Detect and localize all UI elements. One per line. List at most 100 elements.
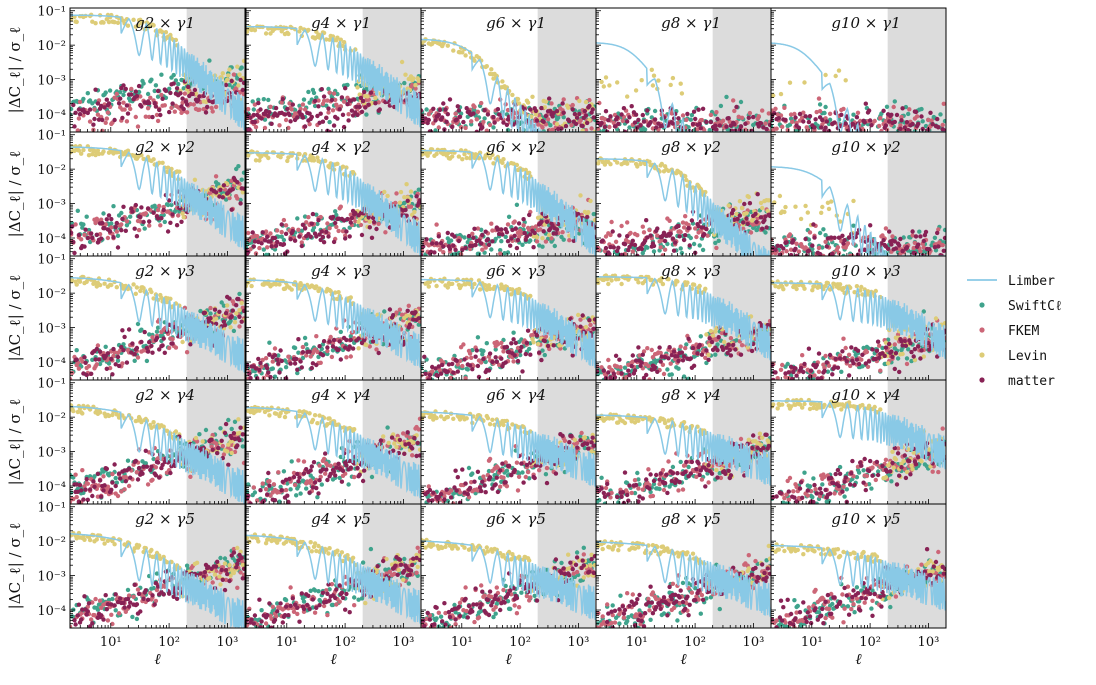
matter-point (942, 249, 946, 253)
levin-point (225, 303, 229, 307)
levin-point (727, 203, 731, 207)
swift-point (506, 250, 510, 254)
levin-point (385, 194, 389, 198)
swift-point (240, 65, 244, 69)
matter-point (105, 367, 109, 371)
matter-point (160, 97, 164, 101)
matter-point (727, 116, 731, 120)
matter-point (746, 222, 750, 226)
levin-point (236, 83, 240, 87)
matter-point (223, 323, 227, 327)
fkem-point (105, 116, 109, 120)
swift-point (763, 230, 767, 234)
matter-point (839, 113, 843, 117)
levin-point (671, 76, 675, 80)
matter-point (309, 235, 313, 239)
fkem-point (774, 127, 778, 131)
swift-point (933, 236, 937, 240)
matter-point (338, 107, 342, 111)
fkem-point (780, 125, 784, 129)
matter-point (531, 245, 535, 249)
matter-point (603, 125, 607, 129)
matter-point (742, 202, 746, 206)
fkem-point (683, 214, 687, 218)
levin-point (566, 106, 570, 110)
matter-point (418, 198, 422, 202)
matter-point (916, 242, 920, 246)
matter-point (772, 111, 776, 115)
swift-point (462, 235, 466, 239)
matter-point (444, 120, 448, 124)
matter-point (274, 244, 278, 248)
levin-point (586, 210, 590, 214)
matter-point (146, 206, 150, 210)
swift-point (146, 92, 150, 96)
levin-point (240, 301, 244, 305)
matter-point (125, 103, 129, 107)
levin-point (101, 20, 105, 24)
fkem-point (667, 219, 671, 223)
matter-point (141, 220, 145, 224)
matter-point (186, 85, 190, 89)
matter-point (88, 107, 92, 111)
matter-point (100, 221, 104, 225)
fkem-point (265, 245, 269, 249)
matter-point (281, 97, 285, 101)
fkem-point (942, 102, 946, 106)
matter-point (151, 210, 155, 214)
matter-point (160, 343, 164, 347)
matter-point (515, 246, 519, 250)
fkem-point (763, 121, 767, 125)
matter-point (129, 92, 133, 96)
swift-point (155, 330, 159, 334)
matter-point (451, 243, 455, 247)
fkem-point (122, 107, 126, 111)
levin-point (126, 24, 130, 28)
fkem-point (170, 337, 174, 341)
matter-point (114, 225, 118, 229)
matter-point (291, 229, 295, 233)
levin-point (680, 91, 684, 95)
matter-point (499, 227, 503, 231)
matter-point (273, 236, 277, 240)
fkem-point (185, 350, 189, 354)
matter-point (627, 115, 631, 119)
panel-g4×γ1: g4 × γ1 (244, 8, 422, 134)
levin-point (365, 94, 369, 98)
fkem-point (607, 125, 611, 129)
levin-point (625, 94, 629, 98)
levin-point (368, 220, 372, 224)
matter-point (438, 108, 442, 112)
matter-point (868, 118, 872, 122)
levin-point (615, 80, 619, 84)
matter-point (867, 108, 871, 112)
matter-point (927, 247, 931, 251)
matter-point (704, 227, 708, 231)
matter-point (303, 226, 307, 230)
matter-point (527, 213, 531, 217)
swift-point (236, 164, 240, 168)
levin-point (399, 190, 403, 194)
matter-point (203, 311, 207, 315)
fkem-point (621, 119, 625, 123)
fkem-point (681, 113, 685, 117)
levin-point (411, 76, 415, 80)
levin-point (783, 205, 787, 209)
fkem-point (254, 125, 258, 129)
swift-point (653, 109, 657, 113)
fkem-point (78, 100, 82, 104)
matter-point (577, 112, 581, 116)
matter-point (560, 101, 564, 105)
matter-point (554, 231, 558, 235)
matter-point (75, 357, 79, 361)
fkem-point (398, 308, 402, 312)
matter-point (135, 346, 139, 350)
swift-point (121, 93, 125, 97)
swift-point (424, 107, 428, 111)
panel-g4×γ3: g4 × γ3 (244, 256, 422, 381)
matter-point (811, 222, 815, 226)
matter-point (482, 108, 486, 112)
matter-point (374, 227, 378, 231)
